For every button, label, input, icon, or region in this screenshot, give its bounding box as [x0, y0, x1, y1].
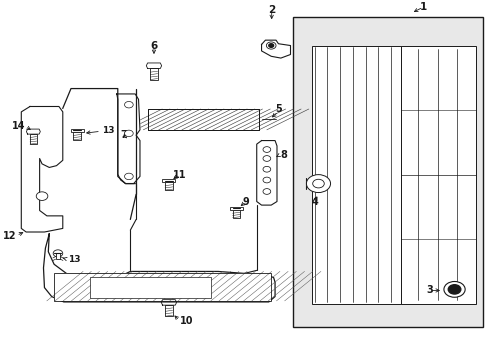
Bar [311, 45, 401, 304]
Circle shape [306, 175, 330, 193]
Bar [401, 45, 475, 304]
Text: 1: 1 [419, 2, 426, 12]
Circle shape [447, 285, 460, 294]
Polygon shape [161, 300, 176, 305]
Text: 9: 9 [242, 197, 249, 207]
Circle shape [263, 189, 270, 194]
Text: 8: 8 [279, 150, 286, 160]
Text: 14: 14 [12, 121, 25, 131]
Text: 10: 10 [179, 316, 193, 325]
Bar [165, 305, 172, 316]
Circle shape [443, 282, 464, 297]
Text: 6: 6 [150, 41, 157, 50]
Circle shape [266, 42, 275, 49]
Polygon shape [117, 94, 140, 184]
Circle shape [263, 166, 270, 172]
Circle shape [312, 179, 324, 188]
Text: 13: 13 [102, 126, 115, 135]
Text: 4: 4 [311, 197, 317, 207]
Circle shape [268, 44, 273, 47]
Bar [73, 132, 81, 140]
Polygon shape [43, 234, 275, 302]
Bar [162, 179, 175, 182]
Bar [54, 273, 271, 301]
Circle shape [124, 130, 133, 136]
Bar [54, 273, 271, 301]
Bar [30, 134, 37, 144]
Bar [148, 109, 259, 130]
Bar [292, 17, 483, 327]
Polygon shape [146, 63, 161, 68]
Bar [90, 277, 210, 298]
Circle shape [263, 147, 270, 152]
Polygon shape [26, 129, 40, 134]
Bar [71, 129, 83, 132]
Circle shape [263, 177, 270, 183]
Polygon shape [261, 40, 290, 58]
Bar [164, 182, 172, 190]
Text: 13: 13 [67, 255, 80, 264]
Text: 11: 11 [172, 170, 186, 180]
Polygon shape [21, 107, 62, 232]
Circle shape [263, 156, 270, 161]
Bar [56, 253, 60, 259]
Circle shape [124, 102, 133, 108]
Polygon shape [256, 140, 276, 205]
Bar [150, 68, 157, 80]
Text: 5: 5 [275, 104, 281, 114]
Bar [229, 207, 243, 210]
Bar [232, 210, 240, 218]
Text: 2: 2 [267, 5, 275, 15]
Circle shape [124, 173, 133, 180]
Text: 3: 3 [425, 285, 432, 296]
Text: 7: 7 [121, 130, 127, 140]
Circle shape [36, 192, 48, 201]
Text: 12: 12 [3, 231, 17, 240]
Bar [148, 109, 259, 130]
